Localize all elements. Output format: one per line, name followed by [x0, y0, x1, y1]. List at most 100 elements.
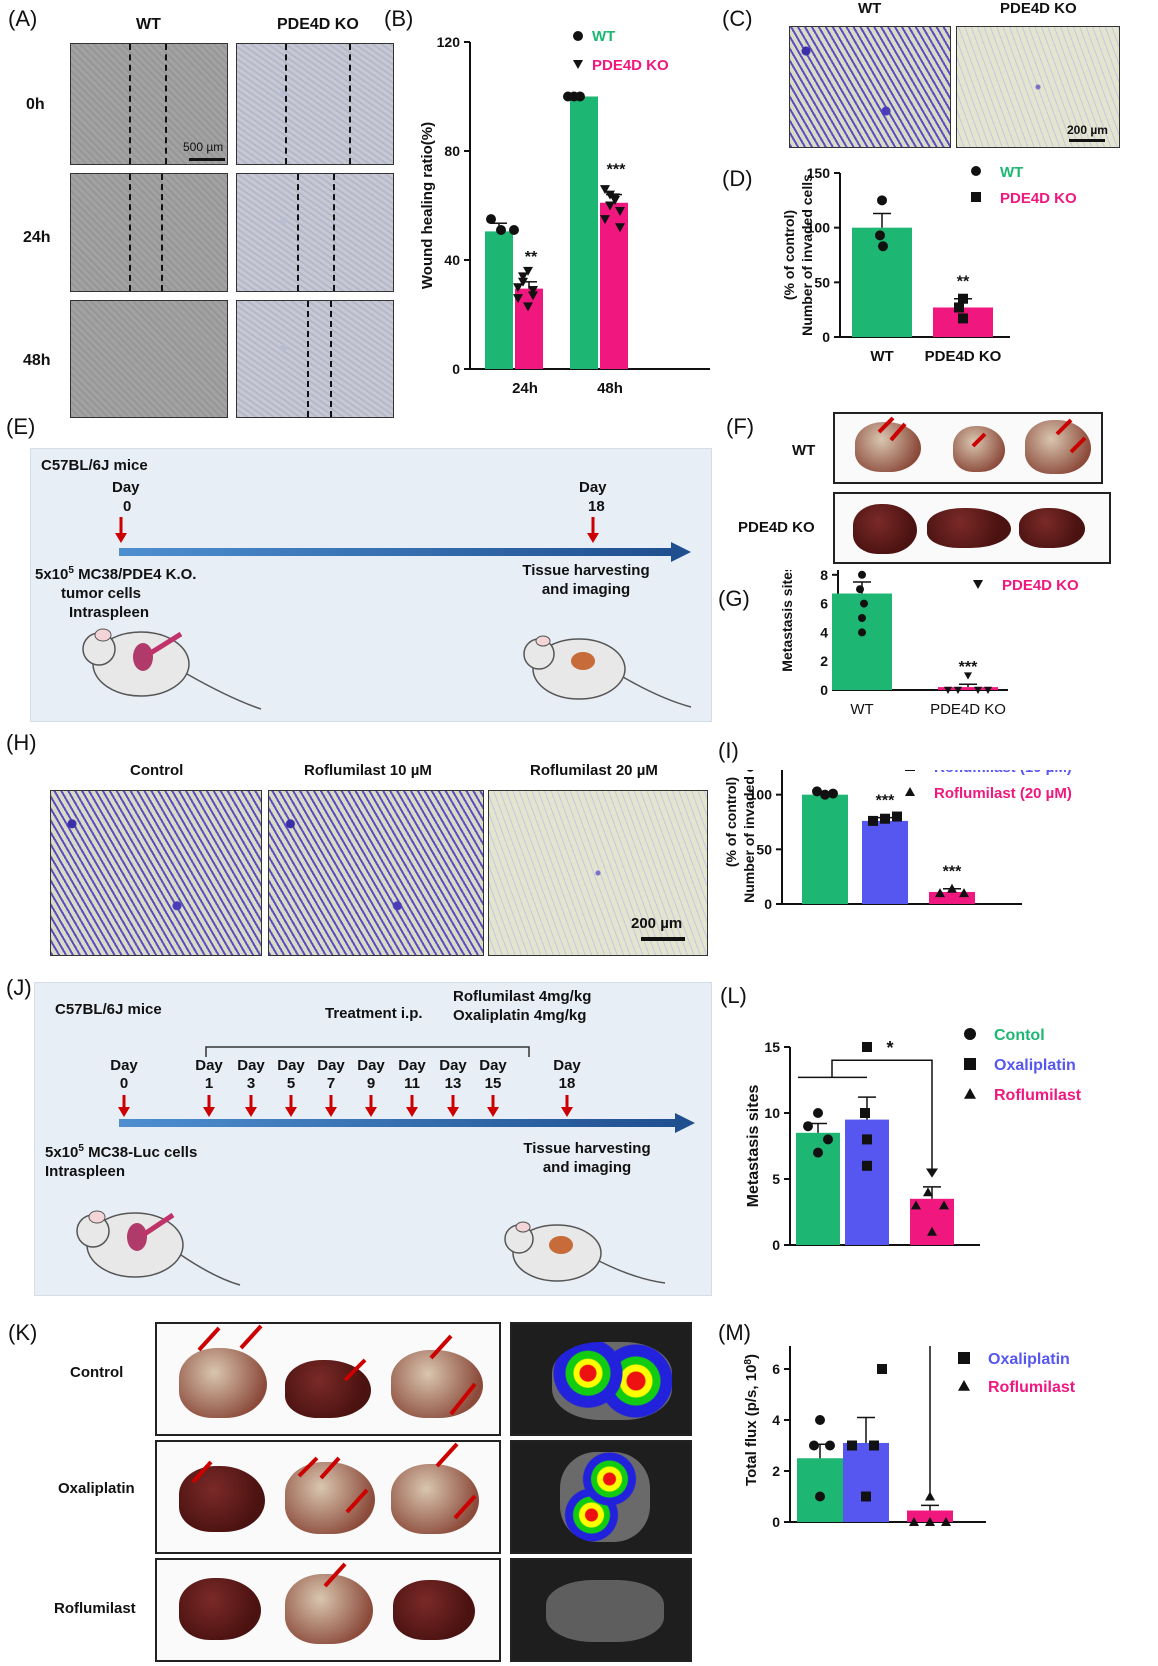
b-xlabel: 48h	[597, 380, 623, 397]
j-mouse-right	[504, 1221, 666, 1284]
h-col-rof10: Roflumilast 10 µM	[304, 762, 432, 779]
panel-label-e: (E)	[6, 414, 36, 439]
chart-D-ylabel: Number of invaded cells	[799, 174, 815, 336]
b-point	[496, 225, 506, 236]
j-schematic-panel: C57BL/6J mice Treatment i.p. Roflumilast…	[34, 982, 712, 1296]
y-tick-label: 4	[820, 624, 828, 640]
chart-M-point	[941, 1517, 951, 1526]
y-tick-label: 50	[756, 841, 772, 857]
y-tick-label: 0	[764, 896, 772, 912]
chart-G-legend-marker	[973, 580, 983, 589]
y-tick-label: 5	[772, 1171, 780, 1187]
c-image-ko: 200 µm	[956, 26, 1120, 148]
b-bar	[570, 96, 598, 369]
chart-D-point	[954, 302, 964, 313]
j-arrow-day-7	[325, 1095, 337, 1117]
j-arrow-day-11	[406, 1095, 418, 1117]
panel-label-l: (L)	[720, 983, 747, 1008]
panel-label-g: (G)	[718, 586, 750, 611]
chart-M-point	[909, 1517, 919, 1526]
chart-G-point	[858, 570, 866, 579]
y-tick-label: 10	[764, 1105, 780, 1121]
chart-I-point	[947, 883, 957, 893]
j-drugs-text: Roflumilast 4mg/kg Oxaliplatin 4mg/kg	[453, 988, 592, 1024]
y-tick-label: 2	[820, 653, 828, 669]
chart-M-ylabel-group: Total flux (p/s, 108)	[743, 1354, 761, 1486]
y-tick-label: 80	[444, 143, 460, 159]
e-day0-label: Day	[112, 479, 140, 496]
chart-D-point	[875, 230, 885, 241]
j-day-0: Day 0	[110, 1057, 138, 1092]
b-point	[610, 193, 620, 203]
h-image-rof10	[268, 790, 484, 956]
chart-D-legend-label: WT	[1000, 164, 1023, 181]
y-tick-label: 100	[807, 220, 831, 236]
b-legend-marker	[573, 31, 583, 41]
b-bar	[515, 288, 543, 369]
panel-label-f: (F)	[726, 414, 755, 439]
j-day-9: Day 9	[357, 1057, 385, 1092]
b-point	[523, 302, 533, 312]
c-scale-text: 200 µm	[1067, 123, 1108, 137]
a-image-ko-24h	[236, 173, 394, 292]
chart-L-point	[823, 1134, 833, 1145]
b-point	[600, 215, 610, 225]
h-image-control	[50, 790, 262, 956]
j-arrow-day-1	[203, 1095, 215, 1117]
chart-G-point	[984, 686, 992, 694]
a-image-wt-48h	[70, 300, 228, 418]
c-col-ko: PDE4D KO	[1000, 0, 1077, 17]
b-bar	[600, 202, 628, 369]
e-timeline-svg	[82, 517, 692, 710]
chart-L-legend-label: Oxaliplatin	[994, 1057, 1076, 1074]
b-point	[600, 185, 610, 195]
chart-L-point	[862, 1160, 872, 1171]
b-point	[605, 201, 615, 211]
chart-G-point	[954, 686, 962, 694]
h-scale-text: 200 µm	[631, 915, 683, 932]
y-tick-label: 100	[749, 787, 773, 803]
chart-M-point	[815, 1491, 825, 1502]
a-image-wt-24h	[70, 173, 228, 292]
chart-G-bar	[938, 687, 998, 690]
y-tick-label: 40	[444, 252, 460, 268]
l-sig-arrow	[926, 1168, 938, 1178]
chart-G-point	[858, 614, 866, 622]
chart-M-point	[861, 1491, 871, 1502]
y-tick-label: 50	[814, 274, 830, 290]
chart-I-point	[828, 788, 838, 799]
j-arrow-day-0	[118, 1095, 130, 1117]
b-point	[486, 214, 496, 225]
a-scale-bar	[189, 158, 225, 161]
chart-M-bar	[907, 1510, 953, 1522]
chart-L-point	[860, 1108, 870, 1118]
b-point	[513, 294, 523, 304]
j-arrow-day-13	[447, 1095, 459, 1117]
chart-I-ylabel-group: Number of invaded cells(% of control)	[723, 770, 757, 903]
chart-L-point	[927, 1226, 937, 1236]
y-tick-label: 0	[772, 1514, 780, 1530]
j-day-7: Day 7	[317, 1057, 345, 1092]
chart-D-ylabel2: (% of control)	[781, 210, 797, 300]
j-arrow-day-15	[487, 1095, 499, 1117]
k-livers-roflumilast	[155, 1558, 501, 1662]
chart-I-point	[959, 888, 969, 898]
a-row-0h: 0h	[26, 96, 45, 113]
j-arrow-day-18	[561, 1095, 573, 1117]
chart-I-ylabel2: (% of control)	[723, 777, 739, 867]
y-tick-label: 0	[452, 361, 460, 377]
a-row-24h: 24h	[23, 229, 51, 246]
h-col-rof20: Roflumilast 20 µM	[530, 762, 658, 779]
chart-L-point	[803, 1121, 813, 1132]
b-point	[513, 283, 523, 293]
b-legend-wt: WT	[592, 28, 615, 45]
b-point	[518, 277, 528, 287]
j-arrow-day-5	[285, 1095, 297, 1117]
chart-M-legend-marker	[958, 1380, 970, 1391]
e-mouse-right	[523, 635, 692, 708]
b-legend-ko: PDE4D KO	[592, 57, 669, 74]
b-xlabel: 24h	[512, 380, 538, 397]
chart-I-point	[868, 815, 878, 826]
a-scale-text: 500 µm	[183, 140, 224, 154]
